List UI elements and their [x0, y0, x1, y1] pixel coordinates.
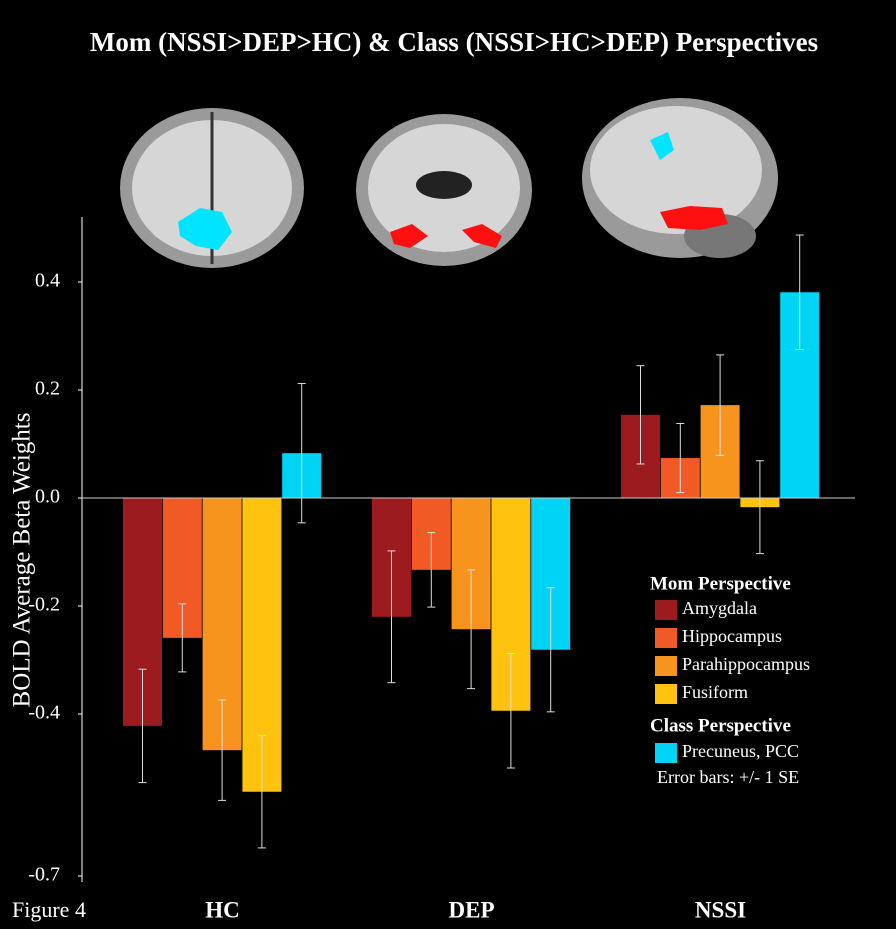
- x-tick-label: NSSI: [695, 897, 746, 922]
- brain-images: [120, 98, 778, 268]
- page: Mom (NSSI>DEP>HC) & Class (NSSI>HC>DEP) …: [0, 0, 896, 929]
- legend-label: Hippocampus: [682, 626, 782, 646]
- chart-title: Mom (NSSI>DEP>HC) & Class (NSSI>HC>DEP) …: [90, 27, 818, 57]
- legend-heading: Class Perspective: [650, 715, 791, 736]
- legend-swatch: [655, 656, 677, 676]
- y-axis-label: BOLD Average Beta Weights: [9, 413, 36, 708]
- y-tick-label: -0.4: [28, 702, 60, 724]
- legend-swatch: [655, 684, 677, 704]
- y-tick-label: -0.2: [28, 594, 60, 616]
- ventricles: [416, 171, 472, 199]
- legend-swatch: [655, 743, 677, 763]
- legend-label: Precuneus, PCC: [682, 741, 799, 761]
- legend-label: Amygdala: [682, 598, 757, 618]
- legend-heading: Mom Perspective: [650, 573, 791, 594]
- y-tick-label: 0.2: [35, 378, 60, 400]
- x-tick-label: HC: [205, 897, 240, 922]
- y-tick-label: -0.7: [28, 864, 60, 886]
- y-tick-label: 0.4: [35, 270, 60, 292]
- y-tick-label: 0.0: [35, 486, 60, 508]
- legend-swatch: [655, 600, 677, 620]
- figure-caption: Figure 4: [12, 897, 86, 922]
- legend-label: Fusiform: [682, 682, 748, 702]
- legend-swatch: [655, 628, 677, 648]
- x-tick-label: DEP: [449, 897, 495, 922]
- chart: Mom (NSSI>DEP>HC) & Class (NSSI>HC>DEP) …: [0, 0, 896, 929]
- legend-label: Parahippocampus: [682, 654, 810, 674]
- annotation: Error bars: +/- 1 SE: [657, 767, 799, 787]
